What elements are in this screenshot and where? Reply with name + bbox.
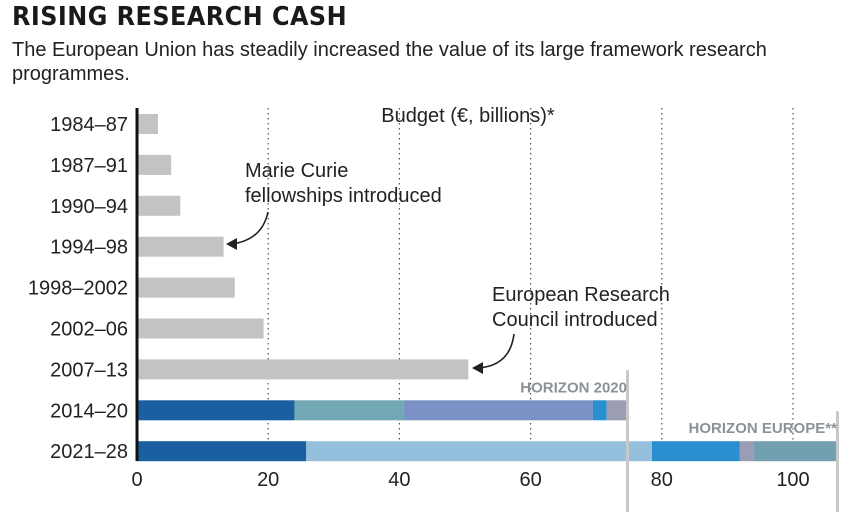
bar-segment-2014–20-2 bbox=[294, 400, 404, 421]
category-label-1987–91: 1987–91 bbox=[50, 155, 128, 177]
bar-1994–98 bbox=[137, 236, 224, 257]
bar-1987–91 bbox=[137, 154, 172, 175]
bar-1984–87 bbox=[137, 114, 158, 134]
x-axis-label: Budget (€, billions)* bbox=[381, 105, 555, 127]
bar-segment-2014–20-4 bbox=[592, 400, 607, 421]
category-label-2021–28: 2021–28 bbox=[50, 441, 128, 463]
category-label-1994–98: 1994–98 bbox=[50, 237, 128, 259]
bar-segment-2014–20-1 bbox=[137, 400, 295, 421]
bar-1990–94 bbox=[137, 195, 181, 216]
x-tick-label-0: 0 bbox=[131, 469, 142, 491]
bar-segment-2021–28-5 bbox=[753, 441, 839, 462]
bar-2007–13 bbox=[137, 359, 469, 380]
bar-segment-2021–28-1 bbox=[137, 441, 307, 462]
bar-1998–2002 bbox=[137, 277, 235, 298]
chart-title: RISING RESEARCH CASH bbox=[12, 2, 348, 32]
x-tick-label-60: 60 bbox=[519, 469, 541, 491]
bar-2002–06 bbox=[137, 318, 264, 339]
category-label-2007–13: 2007–13 bbox=[50, 359, 128, 381]
programme-label-2: HORIZON EUROPE** bbox=[689, 420, 838, 437]
annotation-arrowhead-2 bbox=[472, 362, 483, 374]
annotation-arrowhead-1 bbox=[226, 238, 237, 250]
bar-segment-2014–20-5 bbox=[606, 400, 629, 421]
bar-segment-2014–20-3 bbox=[403, 400, 593, 421]
category-label-2014–20: 2014–20 bbox=[50, 400, 128, 422]
x-tick-label-80: 80 bbox=[651, 469, 673, 491]
annotation-2-line-2: Council introduced bbox=[492, 309, 658, 331]
annotation-1-line-1: Marie Curie bbox=[245, 160, 348, 182]
annotation-arrow-1 bbox=[231, 211, 269, 245]
x-tick-label-40: 40 bbox=[388, 469, 410, 491]
category-label-1998–2002: 1998–2002 bbox=[28, 278, 128, 300]
category-label-2002–06: 2002–06 bbox=[50, 319, 128, 341]
x-tick-label-100: 100 bbox=[776, 469, 809, 491]
bar-segment-2021–28-4 bbox=[739, 441, 754, 462]
bar-segment-2021–28-2 bbox=[306, 441, 652, 462]
category-label-1990–94: 1990–94 bbox=[50, 196, 128, 218]
programme-label-1: HORIZON 2020 bbox=[520, 379, 627, 396]
annotation-2-line-1: European Research bbox=[492, 284, 670, 306]
x-tick-label-20: 20 bbox=[257, 469, 279, 491]
annotation-arrow-2 bbox=[477, 333, 515, 369]
chart-subtitle: The European Union has steadily increase… bbox=[12, 39, 767, 85]
bar-segment-2021–28-3 bbox=[651, 441, 740, 462]
category-label-1984–87: 1984–87 bbox=[50, 114, 128, 136]
annotation-1-line-2: fellowships introduced bbox=[245, 185, 442, 207]
